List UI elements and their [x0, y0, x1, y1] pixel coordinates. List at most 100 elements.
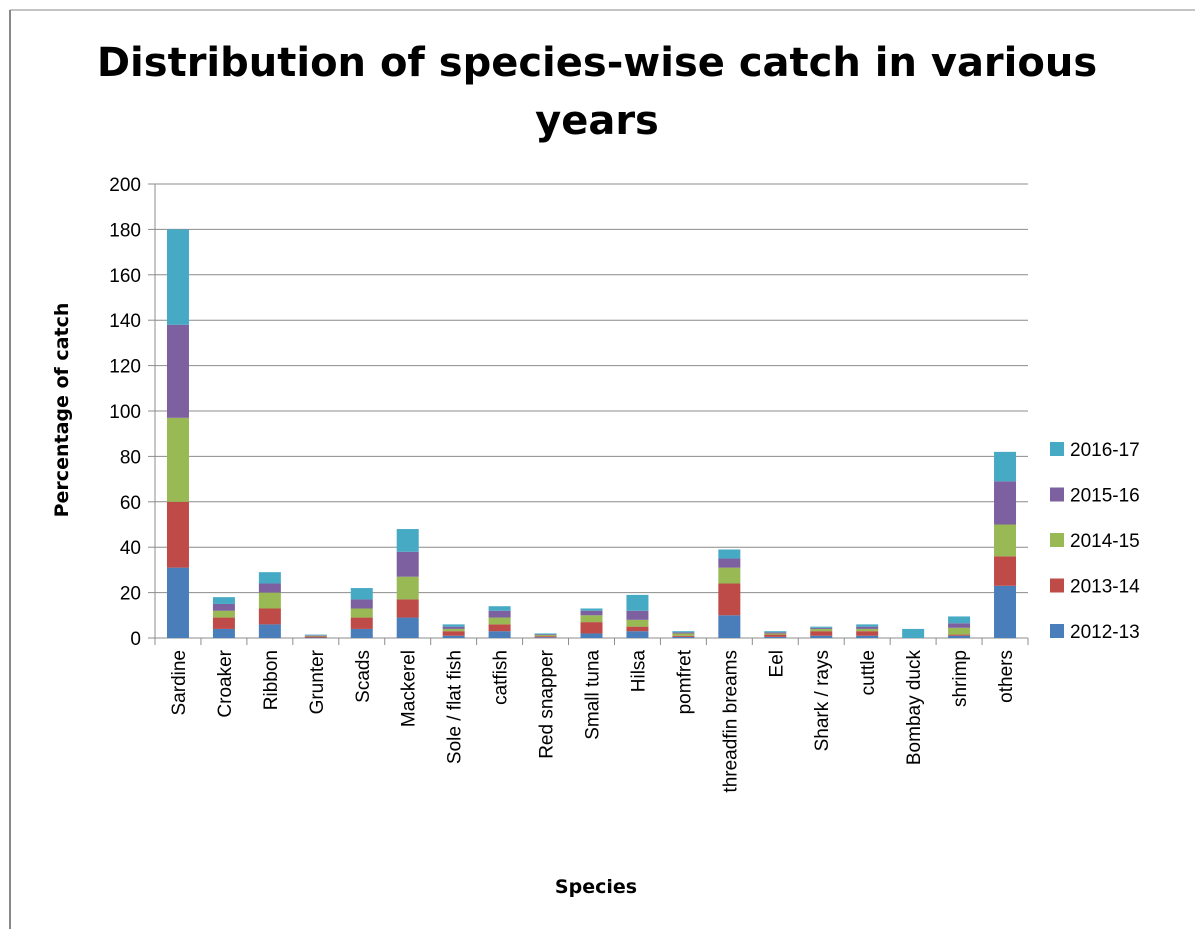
bar-segment-2014-15: [258, 592, 281, 609]
x-category-label: Sole / flat fish: [445, 650, 466, 764]
bar-segment-2014-15: [672, 633, 695, 636]
bar-segment-2016-17: [304, 634, 327, 636]
bar-segment-2013-14: [672, 635, 695, 637]
bar-segment-2012-13: [994, 585, 1017, 638]
x-category-label: Croaker: [215, 649, 236, 717]
bar-segment-2013-14: [488, 624, 511, 632]
bar-segment-2014-15: [166, 417, 189, 502]
x-category-label: Bombay duck: [904, 650, 925, 766]
bar-segment-2013-14: [442, 631, 465, 636]
bar-segment-2012-13: [166, 567, 189, 638]
bar-segment-2015-16: [534, 634, 557, 636]
legend-label: 2012-13: [1070, 622, 1140, 643]
legend-swatch: [1050, 624, 1064, 638]
y-tick-labels: 0 20 40 60 80 100 120 140 160 180 200: [109, 175, 141, 650]
bar-segment-2013-14: [258, 608, 281, 625]
x-category-labels: Sardine Croaker Ribbon Grunter Scads Mackerel…: [169, 649, 1017, 792]
bar-segment-2016-17: [902, 628, 925, 638]
bar-segment-2015-16: [304, 635, 327, 636]
bar-segment-2016-17: [810, 626, 833, 628]
legend: 2016-17 2015-16 2014-15 2013-14 2012-13: [1050, 440, 1140, 643]
bar-segment-2013-14: [994, 556, 1017, 586]
bar-segment-2016-17: [626, 594, 649, 611]
legend-swatch: [1050, 533, 1064, 547]
bar-segment-2014-15: [304, 635, 327, 637]
bar-segment-2012-13: [672, 636, 695, 638]
y-tick-label: 0: [130, 629, 141, 650]
legend-label: 2016-17: [1070, 440, 1140, 461]
bar-segment-2016-17: [672, 631, 695, 633]
x-category-label: others: [996, 650, 1017, 703]
bar-segment-2015-16: [810, 627, 833, 629]
bar-segment-2014-15: [396, 576, 419, 600]
bar-segment-2016-17: [534, 633, 557, 635]
bar-segment-2016-17: [396, 529, 419, 552]
x-category-label: Mackerel: [399, 650, 420, 727]
bar-segment-2016-17: [948, 616, 971, 624]
x-category-label: shrimp: [950, 650, 971, 707]
bar-segment-2012-13: [258, 624, 281, 638]
bar-segment-2016-17: [856, 624, 879, 627]
bar-segment-2014-15: [948, 627, 971, 635]
bar-segment-2016-17: [350, 588, 373, 600]
bar-segment-2012-13: [764, 636, 787, 638]
bar-segment-2013-14: [764, 634, 787, 637]
bar-segment-2013-14: [718, 583, 741, 616]
bar-segment-2016-17: [488, 606, 511, 611]
gridlines: [148, 183, 1028, 639]
x-category-label: Grunter: [307, 649, 328, 714]
x-category-label: cuttle: [858, 650, 879, 695]
bar-segment-2012-13: [580, 633, 603, 638]
chart-title-line-1: Distribution of species-wise catch in va…: [97, 40, 1097, 86]
bar-segment-2015-16: [948, 623, 971, 628]
bar-segment-2016-17: [718, 549, 741, 559]
bar-segment-2015-16: [672, 632, 695, 634]
bar-segment-2013-14: [350, 617, 373, 629]
bar-segment-2014-15: [810, 628, 833, 632]
bar-segment-2014-15: [764, 633, 787, 635]
bar-segment-2016-17: [442, 624, 465, 627]
x-category-label: Shark / rays: [812, 650, 833, 751]
x-category-label: threadfin breams: [720, 650, 741, 793]
bar-segment-2016-17: [764, 631, 787, 633]
x-category-label: Small tuna: [583, 650, 604, 740]
y-tick-label: 20: [120, 584, 141, 605]
bar-segment-2014-15: [442, 628, 465, 632]
y-axis-title: Percentage of catch: [51, 303, 73, 518]
bar-segment-2013-14: [626, 626, 649, 632]
bar-segment-2015-16: [626, 610, 649, 620]
bar-segment-2013-14: [212, 617, 235, 629]
bar-segment-2012-13: [350, 628, 373, 638]
bar-segment-2012-13: [396, 617, 419, 638]
bar-segment-2014-15: [718, 567, 741, 584]
legend-label: 2014-15: [1070, 531, 1140, 552]
bar-segment-2015-16: [350, 599, 373, 609]
bar-segment-2015-16: [396, 551, 419, 577]
x-category-label: catfish: [491, 650, 512, 705]
bar-segment-2015-16: [764, 632, 787, 634]
bar-segment-2016-17: [994, 451, 1017, 482]
bar-segment-2013-14: [304, 636, 327, 638]
bar-segment-2014-15: [580, 615, 603, 623]
bar-segment-2015-16: [442, 626, 465, 629]
y-tick-label: 100: [109, 402, 141, 423]
bar-segment-2012-13: [442, 635, 465, 638]
x-axis-title: Species: [555, 876, 637, 898]
bar-segment-2015-16: [856, 626, 879, 629]
bar-segment-2014-15: [856, 628, 879, 632]
bar-segment-2013-14: [396, 599, 419, 618]
bar-segment-2015-16: [166, 324, 189, 418]
bar-segment-2014-15: [534, 635, 557, 637]
y-tick-label: 180: [109, 220, 141, 241]
bar-segment-2016-17: [166, 229, 189, 325]
bar-segment-2015-16: [258, 583, 281, 593]
bar-segment-2013-14: [856, 631, 879, 636]
legend-swatch: [1050, 487, 1064, 502]
x-category-label: Ribbon: [261, 650, 282, 710]
y-tick-label: 120: [109, 357, 141, 378]
y-tick-label: 60: [120, 493, 141, 514]
bars: [166, 229, 1017, 639]
bar-segment-2013-14: [810, 631, 833, 636]
